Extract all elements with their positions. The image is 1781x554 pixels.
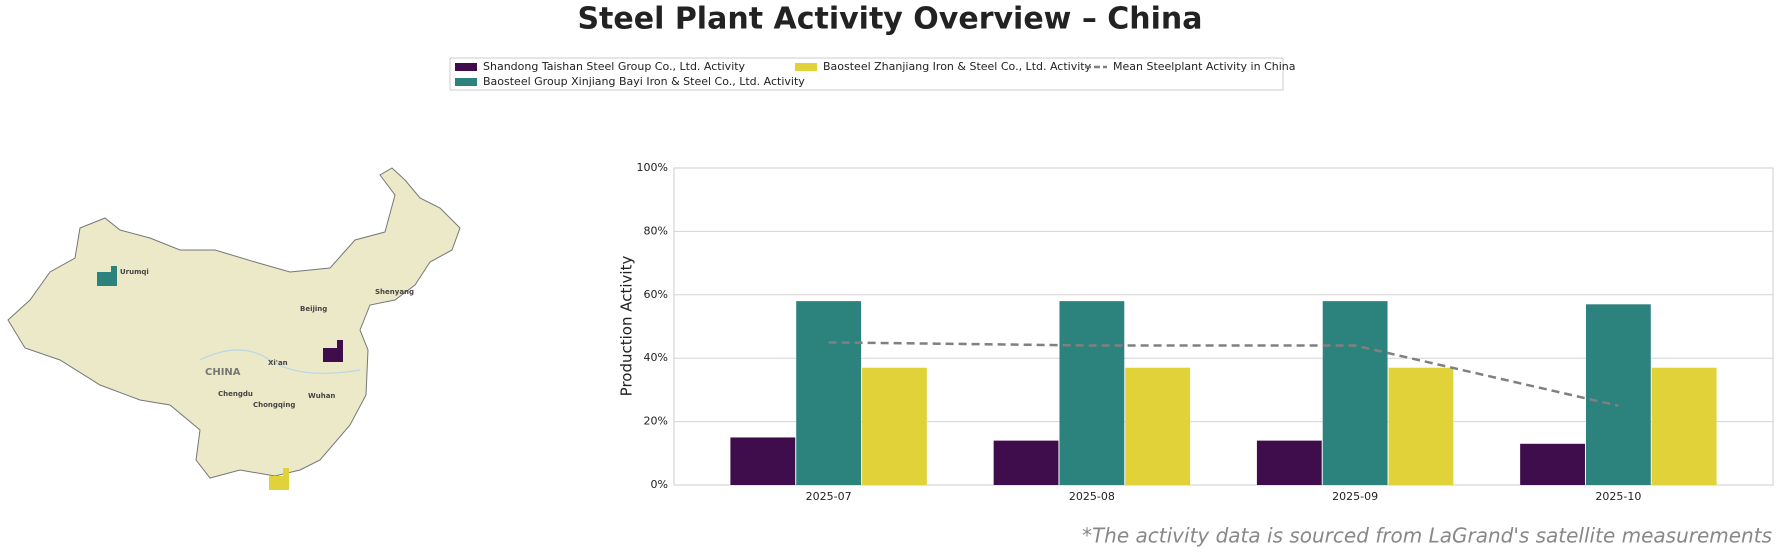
y-tick-label: 60% — [644, 288, 668, 301]
legend-swatch — [795, 63, 817, 71]
bar — [1322, 301, 1388, 485]
bar — [730, 437, 796, 485]
x-tick-label: 2025-07 — [806, 490, 852, 503]
bar — [862, 367, 927, 485]
y-tick-label: 40% — [644, 351, 668, 364]
legend-box — [449, 57, 1284, 91]
bar — [796, 301, 862, 485]
chart-title: Steel Plant Activity Overview – China — [577, 2, 1202, 37]
bar — [1059, 301, 1125, 485]
map-label: Shenyang — [375, 288, 414, 296]
footnote: *The activity data is sourced from LaGra… — [1082, 524, 1772, 548]
y-tick-label: 20% — [644, 415, 668, 428]
map-label: Xi'an — [268, 359, 288, 367]
map-label: Beijing — [300, 305, 327, 313]
map-label: Chengdu — [218, 390, 253, 398]
plot-frame — [673, 167, 1774, 486]
map: Urumqi Beijing Shenyang CHINA Xi'an Chen… — [7, 167, 461, 490]
china-outline — [7, 167, 461, 479]
y-tick-label: 80% — [644, 224, 668, 237]
x-tick-label: 2025-09 — [1332, 490, 1378, 503]
legend-swatch — [455, 63, 477, 71]
bar — [1651, 367, 1717, 485]
y-tick-label: 0% — [651, 478, 668, 491]
bar — [1125, 367, 1191, 485]
bar — [1585, 304, 1651, 485]
x-tick-label: 2025-10 — [1595, 490, 1641, 503]
legend-label: Baosteel Group Xinjiang Bayi Iron & Stee… — [483, 75, 805, 88]
legend-swatch — [455, 78, 477, 86]
legend-label: Mean Steelplant Activity in China — [1113, 60, 1296, 73]
river — [199, 349, 361, 374]
legend-label: Shandong Taishan Steel Group Co., Ltd. A… — [483, 60, 746, 73]
bar — [993, 440, 1059, 485]
plant-marker — [97, 266, 117, 286]
bar — [1256, 440, 1322, 485]
plant-marker — [269, 468, 289, 490]
bar — [1520, 443, 1585, 485]
mean-line — [828, 341, 1619, 407]
map-label: Urumqi — [120, 268, 149, 276]
plant-marker — [323, 340, 343, 362]
map-label: Wuhan — [308, 392, 335, 400]
bar — [1388, 367, 1454, 485]
map-label: Chongqing — [253, 401, 295, 409]
x-tick-label: 2025-08 — [1069, 490, 1115, 503]
legend-label: Baosteel Zhanjiang Iron & Steel Co., Ltd… — [823, 60, 1092, 73]
y-axis-label: Production Activity — [618, 256, 636, 397]
y-tick-label: 100% — [637, 161, 668, 174]
map-label: CHINA — [205, 367, 241, 378]
